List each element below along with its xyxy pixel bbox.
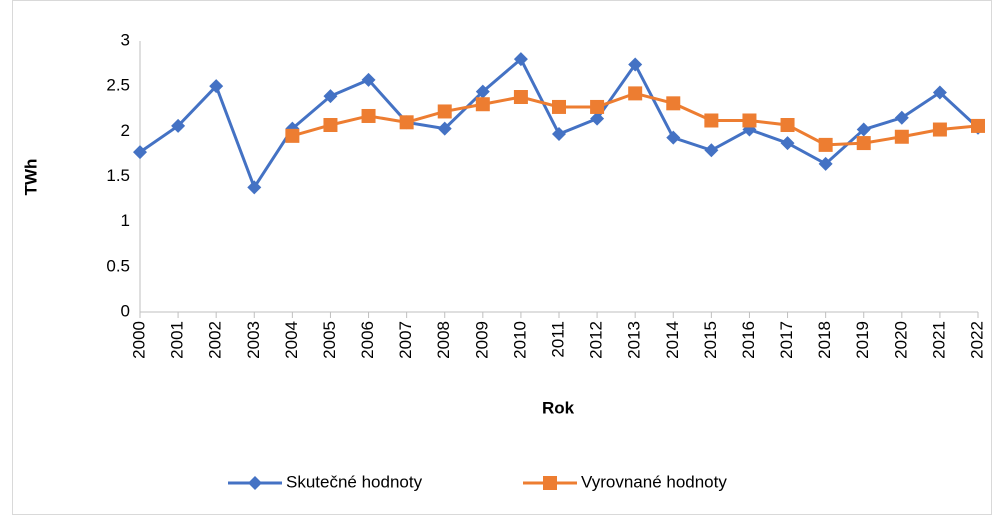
- data-point: [513, 52, 528, 67]
- data-point: [437, 104, 452, 119]
- x-tick-label: 2007: [396, 321, 415, 359]
- x-tick-label: 2021: [929, 321, 948, 359]
- data-point: [704, 143, 719, 158]
- x-tick-label: 2016: [739, 321, 758, 359]
- data-point: [247, 180, 262, 195]
- x-tick-label: 2002: [206, 321, 225, 359]
- chart-frame: [12, 0, 992, 515]
- x-tick-label: 2012: [587, 321, 606, 359]
- data-point: [285, 128, 300, 143]
- x-tick-label: 2020: [891, 321, 910, 359]
- x-tick-label: 2005: [320, 321, 339, 359]
- data-point: [666, 130, 681, 145]
- data-point: [932, 122, 947, 137]
- y-tick-label: 3: [121, 30, 130, 49]
- data-point: [323, 89, 338, 104]
- y-tick-label: 1.5: [106, 166, 130, 185]
- y-tick-label: 2: [121, 121, 130, 140]
- data-point: [780, 118, 795, 133]
- data-point: [133, 145, 147, 160]
- data-point: [361, 72, 376, 87]
- data-point: [894, 110, 909, 125]
- y-tick-label: 0.5: [106, 256, 130, 275]
- data-point: [856, 136, 871, 151]
- data-point: [513, 90, 528, 105]
- data-point: [818, 156, 833, 171]
- data-point: [971, 118, 985, 133]
- data-point: [742, 113, 757, 128]
- data-point: [552, 99, 566, 114]
- x-tick-label: 2008: [434, 321, 453, 359]
- data-point: [171, 118, 186, 133]
- x-tick-label: 2010: [510, 321, 529, 359]
- data-point: [361, 108, 376, 123]
- data-point: [590, 99, 605, 114]
- data-point: [856, 122, 871, 137]
- data-point: [552, 127, 566, 142]
- data-point: [437, 121, 452, 136]
- data-point: [932, 85, 947, 100]
- data-point: [666, 96, 681, 111]
- legend-label: Vyrovnané hodnoty: [581, 472, 727, 491]
- y-tick-label: 0: [121, 301, 130, 320]
- x-tick-label: 2019: [853, 321, 872, 359]
- x-tick-label: 2000: [129, 321, 148, 359]
- data-point: [399, 115, 414, 130]
- y-tick-label: 2.5: [106, 76, 130, 95]
- data-point: [323, 118, 338, 133]
- x-tick-label: 2001: [168, 321, 187, 359]
- x-tick-label: 2022: [967, 321, 986, 359]
- data-point: [209, 79, 224, 94]
- data-point: [894, 129, 909, 144]
- x-tick-label: 2009: [472, 321, 491, 359]
- data-point: [704, 113, 719, 128]
- x-tick-label: 2006: [358, 321, 377, 359]
- x-tick-label: 2004: [282, 321, 301, 359]
- data-point: [742, 122, 757, 137]
- y-tick-label: 1: [121, 211, 130, 230]
- x-tick-label: 2011: [548, 321, 567, 358]
- legend-marker: [248, 476, 262, 490]
- x-tick-label: 2013: [625, 321, 644, 359]
- y-axis-title: TWh: [21, 159, 40, 196]
- data-point: [780, 136, 795, 151]
- x-tick-label: 2015: [701, 321, 720, 359]
- x-tick-label: 2014: [663, 321, 682, 359]
- data-point: [590, 111, 605, 126]
- legend-marker: [543, 476, 557, 490]
- x-tick-label: 2018: [815, 321, 834, 359]
- data-point: [628, 86, 643, 101]
- data-point: [818, 137, 833, 152]
- data-point: [628, 57, 643, 72]
- x-tick-label: 2003: [244, 321, 263, 359]
- x-tick-label: 2017: [777, 321, 796, 359]
- data-point: [475, 97, 490, 112]
- x-axis-title: Rok: [542, 398, 575, 417]
- data-point: [475, 84, 490, 99]
- legend-label: Skutečné hodnoty: [286, 472, 423, 491]
